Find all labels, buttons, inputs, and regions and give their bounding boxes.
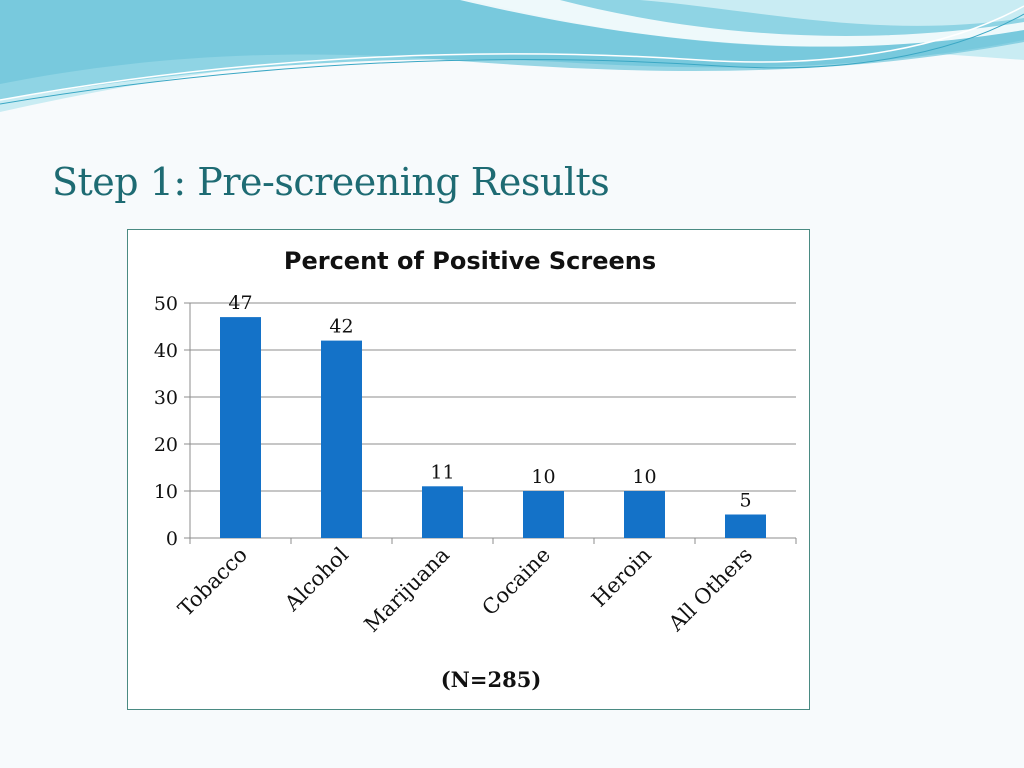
data-label: 47 — [228, 292, 252, 314]
y-tick-label: 20 — [154, 434, 178, 456]
data-label: 5 — [739, 490, 751, 512]
bar-all-others — [725, 514, 766, 538]
header-wave-line-2 — [0, 13, 1024, 105]
bar-tobacco — [220, 317, 261, 538]
bar-alcohol — [321, 340, 362, 538]
x-axis-title: (N=285) — [441, 667, 542, 692]
bars — [220, 317, 766, 538]
data-label: 42 — [329, 316, 353, 338]
header-wave-white-stripe — [460, 0, 1024, 47]
chart-title: Percent of Positive Screens — [284, 247, 656, 275]
data-label: 11 — [430, 461, 454, 483]
chart-frame: Percent of Positive Screens 47 42 11 10 10 5 … — [127, 229, 810, 710]
x-tick-label: Tobacco — [173, 543, 252, 622]
x-tick-label: Cocaine — [477, 543, 555, 621]
x-tick-label: Marijuana — [360, 543, 454, 637]
slide-title: Step 1: Pre-screening Results — [52, 160, 610, 204]
header-wave-line — [0, 5, 1024, 101]
data-labels: 47 42 11 10 10 5 — [228, 292, 751, 511]
y-tick-label: 10 — [154, 481, 178, 503]
x-tick-label: All Others — [663, 543, 757, 637]
y-tick-label: 30 — [154, 387, 178, 409]
data-label: 10 — [632, 466, 656, 488]
x-tick-label: Heroin — [587, 543, 656, 612]
y-tick-labels: 0 10 20 30 40 50 — [154, 293, 178, 550]
y-tick-label: 50 — [154, 293, 178, 315]
data-label: 10 — [531, 466, 555, 488]
x-tick-labels: Tobacco Alcohol Marijuana Cocaine Heroin All … — [173, 542, 757, 637]
header-wave-dark — [0, 0, 1024, 84]
axes — [184, 302, 797, 544]
gridlines — [190, 302, 796, 492]
y-tick-label: 0 — [166, 528, 178, 550]
x-tick-label: Alcohol — [279, 542, 353, 616]
y-tick-label: 40 — [154, 340, 178, 362]
bar-cocaine — [523, 491, 564, 538]
bar-heroin — [624, 491, 665, 538]
bar-marijuana — [422, 486, 463, 538]
